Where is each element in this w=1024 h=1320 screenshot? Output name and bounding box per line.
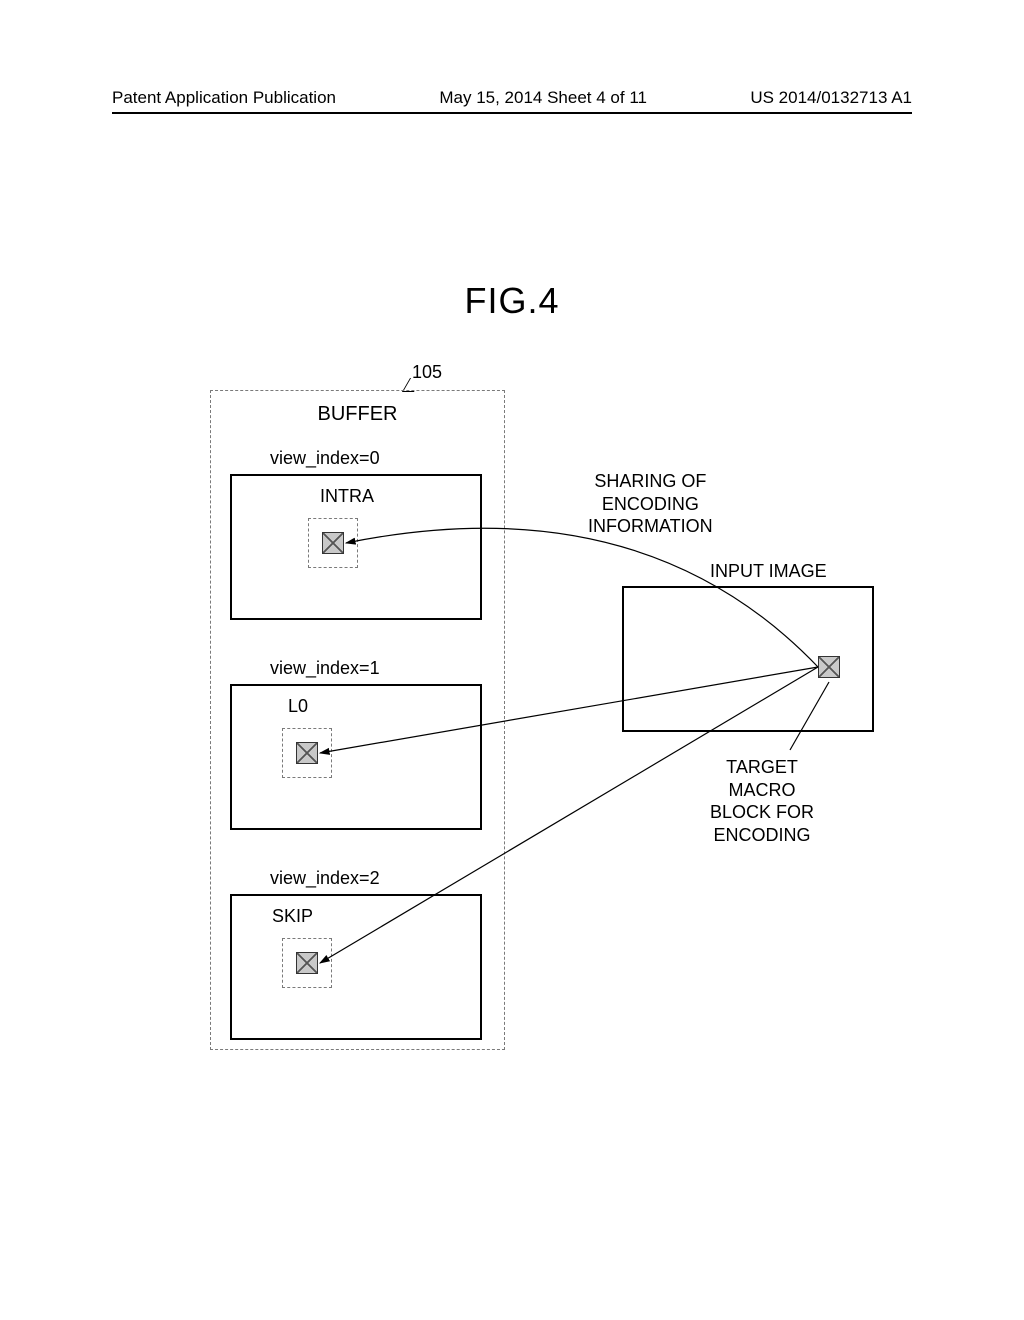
sharing-label: SHARING OFENCODINGINFORMATION [588, 470, 713, 538]
view-index-2-label: view_index=2 [270, 868, 380, 889]
view-index-1-label: view_index=1 [270, 658, 380, 679]
header-center: May 15, 2014 Sheet 4 of 11 [439, 88, 647, 108]
buffer-title: BUFFER [211, 403, 504, 426]
header-right: US 2014/0132713 A1 [750, 88, 912, 108]
view-mode-0: INTRA [320, 486, 374, 507]
page-header: Patent Application Publication May 15, 2… [0, 88, 1024, 108]
target-macroblock-label: TARGETMACROBLOCK FORENCODING [710, 756, 814, 846]
macroblock-icon-1 [296, 742, 318, 764]
view-index-0-label: view_index=0 [270, 448, 380, 469]
view-mode-1: L0 [288, 696, 308, 717]
input-image-label: INPUT IMAGE [710, 560, 827, 583]
macroblock-icon-0 [322, 532, 344, 554]
view-box-1: L0 [230, 684, 482, 830]
macroblock-icon-2 [296, 952, 318, 974]
target-macroblock-icon [818, 656, 840, 678]
figure-title: FIG.4 [0, 280, 1024, 322]
header-left: Patent Application Publication [112, 88, 336, 108]
view-mode-2: SKIP [272, 906, 313, 927]
figure-canvas: 105 BUFFER view_index=0 INTRA view_index… [150, 360, 890, 1070]
header-rule [112, 112, 912, 114]
view-box-2: SKIP [230, 894, 482, 1040]
